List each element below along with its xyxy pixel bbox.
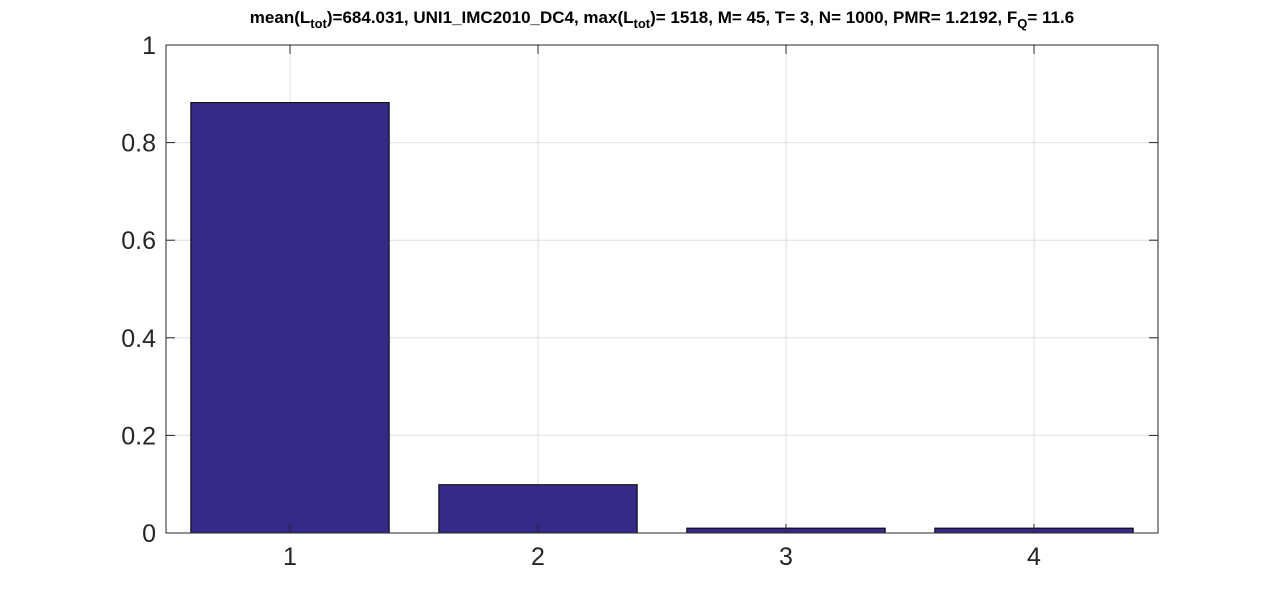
x-tick-label-4: 4 [1027,543,1041,571]
label-layer: 0 0.2 0.4 0.6 0.8 1 1 2 3 4 [121,32,1041,571]
bar-1 [190,102,390,534]
bar-layer [190,102,1134,534]
x-tick-label-1: 1 [283,543,297,571]
title-part-6: = 11.6 [1027,8,1074,27]
title-part-1: tot [310,16,327,31]
chart-title: mean(Ltot)=684.031, UNI1_IMC2010_DC4, ma… [250,8,1074,31]
title-part-4: )= 1518, M= 45, T= 3, N= 1000, PMR= 1.21… [650,8,1017,27]
y-tick-label-2: 0.4 [121,325,156,353]
axis-layer [165,44,1159,534]
x-tick-label-2: 2 [531,543,545,571]
title-part-3: tot [634,16,651,31]
y-tick-label-1: 0.2 [121,422,156,450]
y-tick-label-4: 0.8 [121,130,156,158]
title-part-2: )=684.031, UNI1_IMC2010_DC4, max(L [327,8,634,27]
axes-box [165,44,1159,534]
x-tick-label-3: 3 [779,543,793,571]
y-tick-label-5: 1 [142,32,156,60]
y-tick-label-3: 0.6 [121,227,156,255]
title-part-5: Q [1017,16,1027,31]
title-part-0: mean(L [250,8,310,27]
y-tick-label-0: 0 [142,520,156,548]
